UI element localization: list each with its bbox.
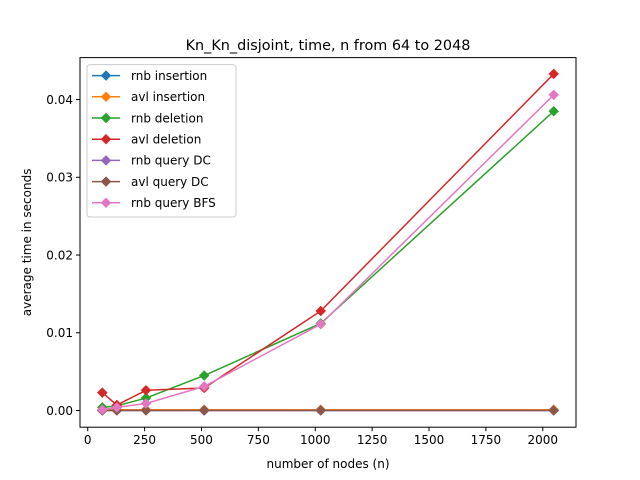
x-tick-label: 2000 xyxy=(528,433,559,447)
data-point-rnb-query-bfs xyxy=(140,398,152,409)
axes-frame xyxy=(79,57,577,428)
y-tick-label: 0.02 xyxy=(46,248,73,262)
chart-title: Kn_Kn_disjoint, time, n from 64 to 2048 xyxy=(186,38,471,54)
legend-label-rnb-insertion: rnb insertion xyxy=(131,69,207,83)
x-tick-label: 1750 xyxy=(471,433,502,447)
legend-label-avl-query-dc: avl query DC xyxy=(131,175,209,189)
legend-label-rnb-query-bfs: rnb query BFS xyxy=(131,196,216,210)
data-point-rnb-deletion xyxy=(198,370,210,381)
y-axis-label: average time in seconds xyxy=(20,169,34,317)
data-point-avl-deletion xyxy=(315,305,327,317)
legend-label-avl-insertion: avl insertion xyxy=(131,90,205,104)
data-point-rnb-query-bfs xyxy=(96,404,108,416)
legend-marker-rnb-query-dc xyxy=(100,155,112,166)
legend-marker-rnb-insertion xyxy=(100,70,112,81)
x-tick-label: 1500 xyxy=(414,433,445,447)
data-point-rnb-query-bfs xyxy=(315,318,327,330)
data-point-rnb-query-bfs xyxy=(548,89,560,101)
data-point-rnb-query-bfs xyxy=(111,402,123,413)
data-point-avl-query-dc xyxy=(315,405,327,416)
data-point-avl-deletion xyxy=(548,68,560,80)
x-tick-label: 1250 xyxy=(357,433,388,447)
x-tick-label: 0 xyxy=(84,433,92,447)
y-tick-label: 0.00 xyxy=(46,404,73,418)
y-axis-ticks: 0.00 0.01 0.02 0.03 0.04 xyxy=(46,93,80,418)
data-point-avl-deletion xyxy=(96,387,108,398)
data-point-avl-query-dc xyxy=(548,405,560,416)
data-point-avl-deletion xyxy=(140,384,152,396)
data-point-avl-query-dc xyxy=(140,405,152,416)
y-tick-label: 0.04 xyxy=(46,93,73,107)
x-tick-label: 1000 xyxy=(300,433,331,447)
plot-area xyxy=(96,68,560,416)
x-axis-label: number of nodes (n) xyxy=(266,457,389,471)
data-point-rnb-deletion xyxy=(548,105,560,117)
data-point-avl-query-dc xyxy=(198,405,210,416)
legend-marker-avl-insertion xyxy=(100,91,112,103)
x-tick-label: 500 xyxy=(190,433,213,447)
legend-marker-rnb-deletion xyxy=(100,112,112,124)
x-tick-label: 250 xyxy=(133,433,156,447)
y-tick-label: 0.01 xyxy=(46,326,73,340)
y-tick-label: 0.03 xyxy=(46,171,73,185)
x-tick-label: 750 xyxy=(247,433,270,447)
legend-marker-rnb-query-bfs xyxy=(100,197,112,209)
data-point-rnb-query-bfs xyxy=(198,381,210,392)
legend-label-rnb-query-dc: rnb query DC xyxy=(131,154,211,168)
legend: rnb insertion avl insertion rnb deletion av… xyxy=(86,64,237,218)
legend-box xyxy=(86,64,237,218)
legend-label-rnb-deletion: rnb deletion xyxy=(131,111,203,125)
legend-marker-avl-deletion xyxy=(100,133,112,145)
legend-marker-avl-query-dc xyxy=(100,176,112,187)
legend-label-avl-deletion: avl deletion xyxy=(131,133,201,147)
x-axis-ticks: 0 250 500 750 1000 1250 1500 1750 2000 xyxy=(84,427,558,447)
